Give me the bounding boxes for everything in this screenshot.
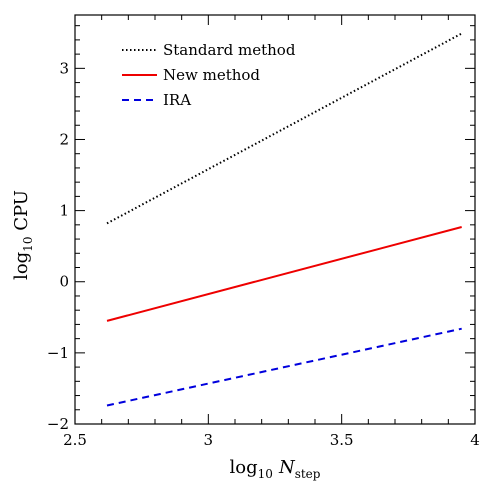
- legend: Standard method New method IRA: [122, 41, 296, 109]
- x-tick-label: 3.5: [330, 431, 354, 449]
- y-tick-label: −2: [47, 415, 69, 433]
- x-axis-label: log10 Nstep: [230, 457, 321, 481]
- y-tick-label: 2: [59, 130, 69, 148]
- x-tick-label: 3: [204, 431, 214, 449]
- x-tick-label: 4: [470, 431, 480, 449]
- series-line-standard-method: [106, 32, 463, 225]
- series-group: [106, 32, 463, 407]
- legend-label-new-method: New method: [163, 66, 260, 84]
- y-tick-label: 0: [59, 273, 69, 291]
- x-tick-label: 2.5: [63, 431, 87, 449]
- y-tick-label: 1: [59, 202, 69, 220]
- plot-frame: [74, 14, 476, 425]
- legend-label-standard-method: Standard method: [163, 41, 296, 59]
- series-line-new-method: [106, 226, 462, 322]
- y-tick-label: −1: [47, 344, 69, 362]
- axis-ticks: [74, 15, 476, 425]
- legend-label-ira: IRA: [163, 91, 191, 109]
- tick-labels: 2.5 3 3.5 4 −2 −1 0 1 2 3: [47, 59, 480, 449]
- y-axis-label: log10 CPU: [11, 190, 35, 280]
- y-tick-label: 3: [59, 59, 69, 77]
- series-line-ira: [106, 327, 462, 407]
